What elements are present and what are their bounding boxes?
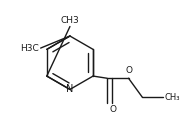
Text: CH₃: CH₃ (165, 93, 180, 102)
Text: O: O (125, 66, 132, 75)
Text: O: O (110, 105, 117, 114)
Text: H3C: H3C (20, 44, 39, 53)
Text: CH3: CH3 (61, 16, 79, 25)
Text: N: N (66, 84, 74, 94)
